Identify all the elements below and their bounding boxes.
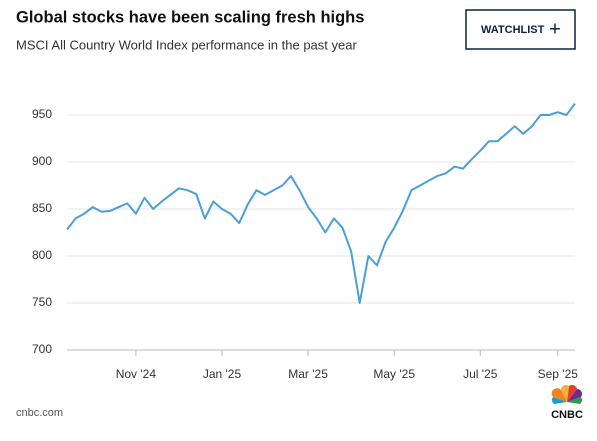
logo: CNBC bbox=[551, 384, 583, 421]
logo-feather bbox=[567, 397, 582, 404]
button-label[interactable]: WATCHLIST bbox=[481, 24, 545, 36]
x-tick-label: Nov '24 bbox=[116, 367, 157, 381]
button-icon[interactable]: + bbox=[549, 18, 561, 40]
logo-feather bbox=[561, 385, 569, 402]
logo-feather bbox=[551, 388, 567, 402]
y-tick-label: 700 bbox=[32, 342, 52, 356]
y-tick-label: 950 bbox=[32, 107, 52, 121]
button-frame[interactable] bbox=[465, 9, 576, 50]
source: cnbc.com bbox=[16, 407, 63, 419]
line-series bbox=[66, 103, 576, 304]
x-tick-label: May '25 bbox=[373, 367, 415, 381]
y-tick-label: 900 bbox=[32, 154, 52, 168]
x-tick-label: Jul '25 bbox=[463, 367, 498, 381]
logo-feather bbox=[567, 389, 583, 402]
watchlist-button[interactable]: WATCHLIST + bbox=[465, 9, 576, 50]
y-tick-label: 800 bbox=[32, 248, 52, 262]
logo-text: CNBC bbox=[551, 409, 583, 421]
logo-feather bbox=[552, 397, 567, 404]
y-tick-label: 850 bbox=[32, 201, 52, 215]
x-tick-label: Sep '25 bbox=[538, 367, 579, 381]
chart-title: Global stocks have been scaling fresh hi… bbox=[16, 8, 364, 26]
x-tick-label: Jan '25 bbox=[203, 367, 242, 381]
x-tick-label: Mar '25 bbox=[288, 367, 328, 381]
chart-subtitle: MSCI All Country World Index performance… bbox=[16, 37, 357, 52]
y-tick-label: 750 bbox=[32, 295, 52, 309]
logo-feather bbox=[567, 384, 577, 402]
